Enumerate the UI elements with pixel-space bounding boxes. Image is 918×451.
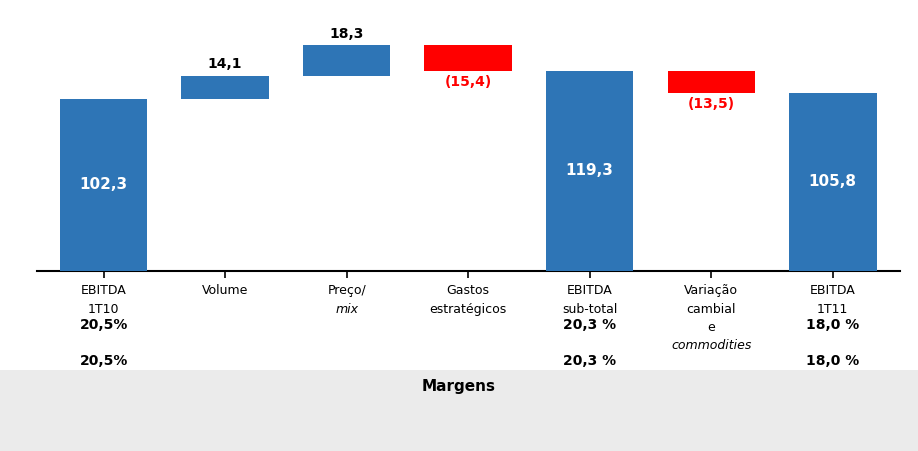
- Text: 20,3 %: 20,3 %: [563, 354, 616, 368]
- Text: 105,8: 105,8: [809, 175, 856, 189]
- Text: 18,0 %: 18,0 %: [806, 318, 859, 332]
- Text: 20,5%: 20,5%: [79, 318, 128, 332]
- Text: 14,1: 14,1: [207, 57, 242, 71]
- Text: estratégicos: estratégicos: [430, 303, 507, 316]
- Text: EBITDA: EBITDA: [810, 285, 856, 298]
- Bar: [60, 99, 147, 271]
- Bar: [424, 45, 512, 71]
- Text: Preço/: Preço/: [327, 285, 366, 298]
- Text: sub-total: sub-total: [562, 303, 618, 316]
- Text: 20,5%: 20,5%: [79, 354, 128, 368]
- Bar: [303, 45, 390, 75]
- Bar: [182, 75, 269, 99]
- Text: 1T10: 1T10: [88, 303, 119, 316]
- Text: (15,4): (15,4): [444, 75, 492, 89]
- Text: Gastos: Gastos: [447, 285, 489, 298]
- Text: commodities: commodities: [671, 339, 752, 352]
- Text: mix: mix: [335, 303, 358, 316]
- Text: EBITDA: EBITDA: [81, 285, 127, 298]
- Text: Variação: Variação: [684, 285, 738, 298]
- Text: Volume: Volume: [202, 285, 248, 298]
- Bar: [667, 71, 755, 93]
- Bar: [789, 93, 877, 271]
- Text: cambial: cambial: [687, 303, 736, 316]
- Text: 102,3: 102,3: [80, 177, 128, 193]
- Text: (13,5): (13,5): [688, 97, 734, 111]
- Text: Margens: Margens: [422, 378, 496, 394]
- Text: 18,3: 18,3: [330, 27, 364, 41]
- Text: e: e: [708, 321, 715, 334]
- Text: 1T11: 1T11: [817, 303, 848, 316]
- Text: 20,3 %: 20,3 %: [563, 318, 616, 332]
- Bar: [546, 71, 633, 271]
- Text: EBITDA: EBITDA: [566, 285, 612, 298]
- Text: 119,3: 119,3: [565, 163, 613, 178]
- Text: 18,0 %: 18,0 %: [806, 354, 859, 368]
